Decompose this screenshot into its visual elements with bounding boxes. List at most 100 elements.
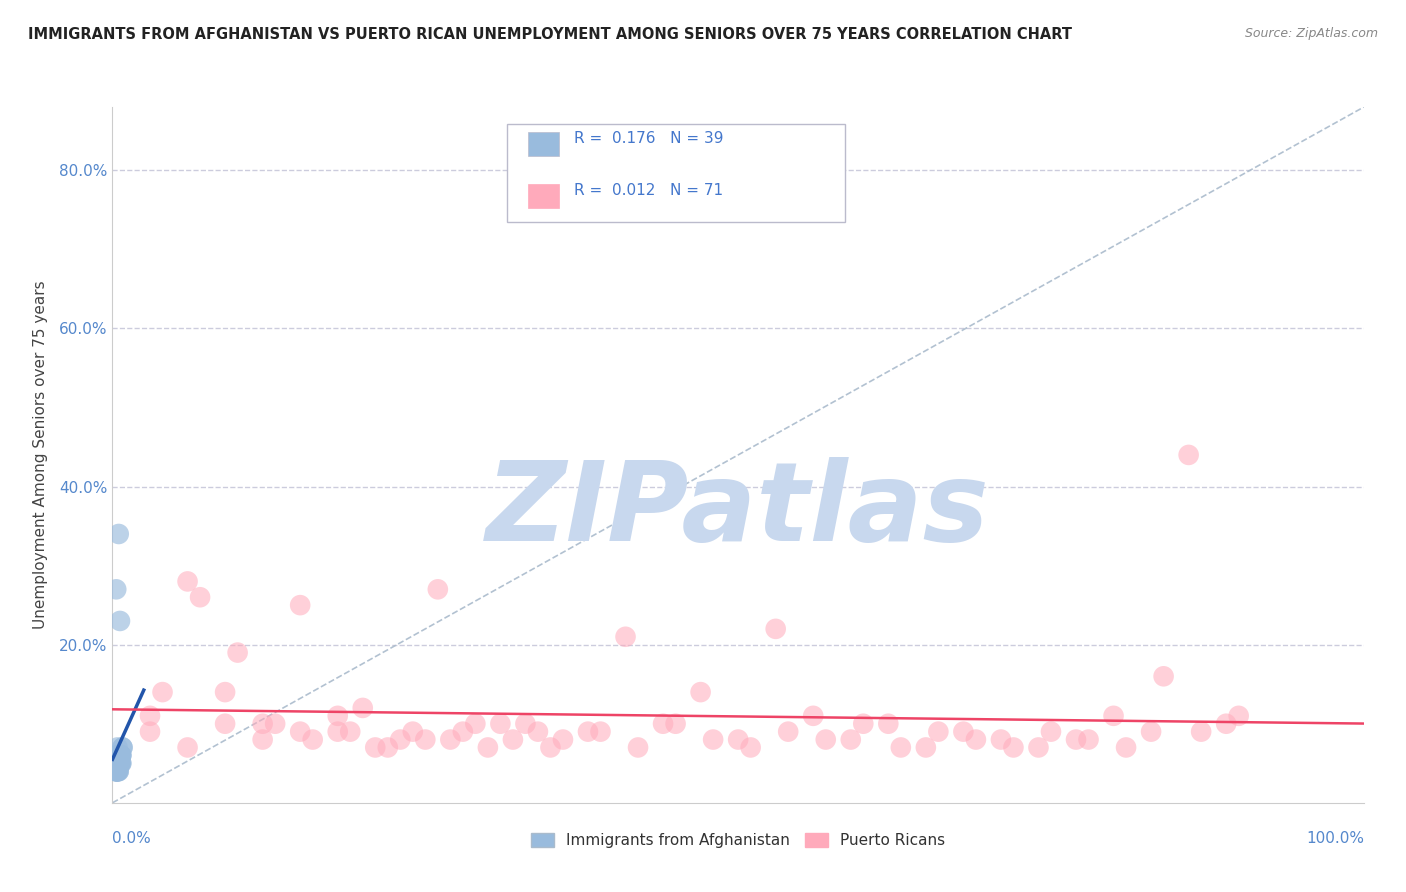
Point [538, 740, 561, 755]
Point [176, 740, 198, 755]
Point [952, 724, 974, 739]
Point [652, 716, 675, 731]
Point [110, 756, 132, 771]
Point [740, 740, 762, 755]
Point [252, 732, 274, 747]
Point [290, 724, 312, 739]
Point [364, 740, 387, 755]
Point [1039, 724, 1063, 739]
Y-axis label: Unemployment Among Seniors over 75 years: Unemployment Among Seniors over 75 years [32, 281, 48, 629]
Point [214, 716, 236, 731]
Point [778, 724, 800, 739]
Point [477, 740, 499, 755]
Point [214, 685, 236, 699]
Point [801, 708, 824, 723]
Point [107, 740, 129, 755]
Point [965, 732, 987, 747]
Point [689, 685, 711, 699]
Point [326, 724, 349, 739]
Point [107, 764, 129, 779]
Point [110, 748, 132, 763]
Point [176, 574, 198, 589]
Point [107, 764, 129, 779]
Point [1177, 448, 1199, 462]
Point [110, 756, 132, 771]
Point [107, 764, 129, 779]
Point [839, 732, 862, 747]
Point [1028, 740, 1050, 755]
Point [1077, 732, 1099, 747]
Point [502, 732, 524, 747]
Point [139, 708, 162, 723]
Point [1215, 716, 1237, 731]
Point [927, 724, 949, 739]
Point [107, 756, 129, 771]
Point [1002, 740, 1025, 755]
Point [1115, 740, 1137, 755]
Point [108, 756, 131, 771]
Point [105, 748, 128, 763]
Point [439, 732, 461, 747]
Point [107, 748, 129, 763]
Point [290, 598, 312, 612]
Point [107, 756, 129, 771]
Point [1153, 669, 1175, 683]
Point [107, 756, 129, 771]
Point [890, 740, 912, 755]
Text: Source: ZipAtlas.com: Source: ZipAtlas.com [1244, 27, 1378, 40]
Point [105, 582, 128, 597]
Text: ZIPatlas: ZIPatlas [486, 457, 990, 564]
Point [765, 622, 787, 636]
Point [264, 716, 287, 731]
Point [105, 756, 128, 771]
Point [110, 748, 132, 763]
Point [110, 748, 132, 763]
Point [108, 614, 131, 628]
FancyBboxPatch shape [527, 185, 560, 208]
Point [105, 764, 128, 779]
Point [1227, 708, 1250, 723]
Point [464, 716, 486, 731]
Point [105, 764, 128, 779]
Point [107, 756, 129, 771]
Point [915, 740, 938, 755]
Point [377, 740, 399, 755]
Point [1140, 724, 1163, 739]
Point [527, 724, 550, 739]
Point [108, 748, 131, 763]
Point [105, 764, 128, 779]
Point [352, 701, 374, 715]
Point [108, 756, 131, 771]
Point [489, 716, 512, 731]
Text: 0.0%: 0.0% [112, 830, 152, 846]
Point [814, 732, 837, 747]
Point [152, 685, 174, 699]
Point [426, 582, 449, 597]
Point [326, 708, 349, 723]
Point [104, 764, 127, 779]
Point [852, 716, 875, 731]
Text: R =  0.176   N = 39: R = 0.176 N = 39 [574, 131, 724, 146]
FancyBboxPatch shape [527, 132, 560, 156]
Point [252, 716, 274, 731]
Text: IMMIGRANTS FROM AFGHANISTAN VS PUERTO RICAN UNEMPLOYMENT AMONG SENIORS OVER 75 Y: IMMIGRANTS FROM AFGHANISTAN VS PUERTO RI… [28, 27, 1073, 42]
Point [108, 756, 131, 771]
Point [551, 732, 574, 747]
Point [107, 764, 129, 779]
Point [111, 740, 134, 755]
Point [402, 724, 425, 739]
Point [107, 764, 129, 779]
Point [702, 732, 724, 747]
Point [877, 716, 900, 731]
Point [1064, 732, 1087, 747]
Point [627, 740, 650, 755]
Point [413, 732, 436, 747]
Point [111, 740, 134, 755]
Legend: Immigrants from Afghanistan, Puerto Ricans: Immigrants from Afghanistan, Puerto Rica… [524, 827, 952, 855]
FancyBboxPatch shape [506, 124, 845, 222]
Point [576, 724, 599, 739]
Point [107, 748, 129, 763]
Point [614, 630, 637, 644]
Point [990, 732, 1012, 747]
Point [105, 756, 128, 771]
